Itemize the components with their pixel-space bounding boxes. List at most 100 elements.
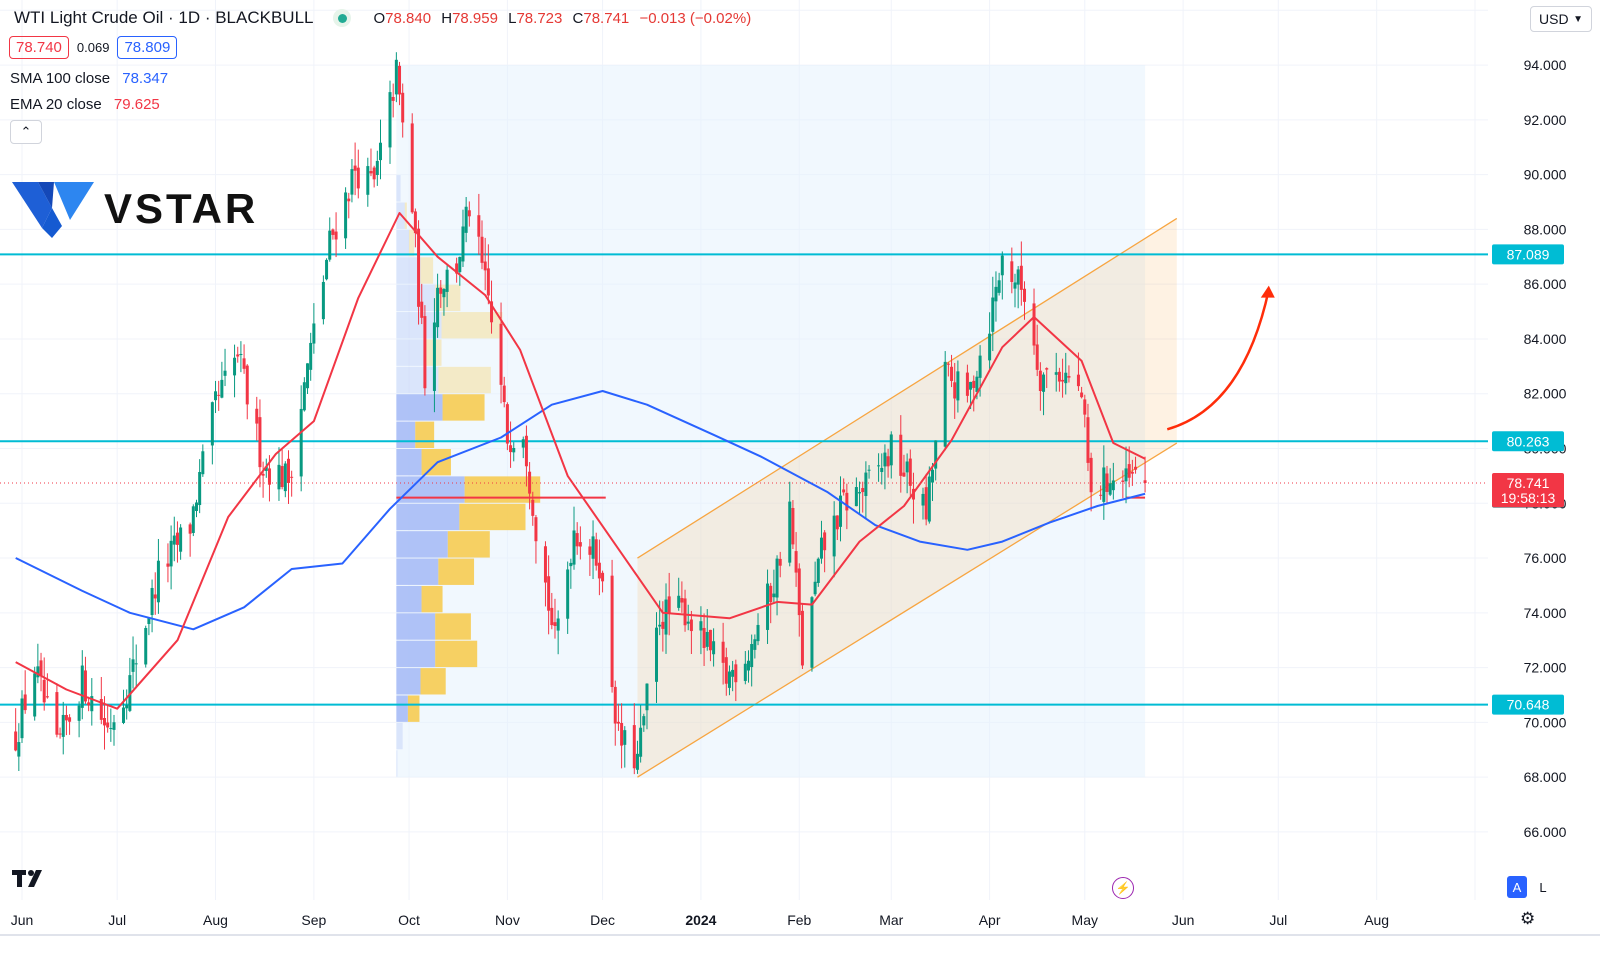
candle-body (813, 581, 817, 595)
candle-body (553, 622, 557, 627)
candle-body (353, 165, 357, 171)
tradingview-logo[interactable] (12, 868, 46, 894)
candle-body (1127, 464, 1131, 478)
vstar-logo-text: VSTAR (104, 185, 259, 232)
candle-body (217, 394, 221, 396)
candle-body (366, 166, 370, 195)
volume-profile-bar-up (396, 476, 465, 503)
candle-body (1130, 471, 1134, 474)
candle-body (210, 402, 214, 446)
candle-body (455, 263, 459, 274)
candle-body (436, 287, 440, 328)
candle-body (1076, 374, 1080, 387)
level-price-tag: 87.089 (1507, 246, 1550, 262)
volume-profile-bar-up (396, 394, 443, 421)
candle-body (731, 669, 735, 677)
candle-body (64, 714, 68, 721)
sma-value: 78.347 (122, 70, 169, 87)
candle-body (201, 451, 205, 475)
candle-body (490, 301, 494, 323)
candle-body (616, 721, 620, 724)
log-scale-button[interactable]: L (1539, 879, 1547, 895)
candle-body (845, 492, 849, 511)
lightning-icon[interactable]: ⚡ (1112, 877, 1134, 899)
candle-body (880, 467, 884, 473)
buy-price-button[interactable]: 78.809 (117, 36, 178, 59)
candle-body (623, 730, 627, 745)
close-value: 78.741 (583, 9, 630, 27)
time-tick-label: Dec (590, 912, 615, 928)
candle-body (486, 268, 490, 296)
sell-price-button[interactable]: 78.740 (9, 36, 69, 59)
candle-body (1032, 303, 1036, 346)
candle-body (588, 546, 592, 555)
auto-scale-button[interactable]: A (1507, 876, 1527, 898)
candle-body (398, 65, 402, 95)
channel-upper-line (637, 217, 1178, 559)
candle-body (413, 211, 417, 234)
level-price-tag: 70.648 (1507, 697, 1550, 713)
candle-body (1000, 255, 1004, 276)
candle-body (134, 663, 138, 665)
volume-profile-bar-up (396, 531, 448, 558)
candle-body (854, 487, 858, 507)
volume-profile-bar-down (435, 613, 471, 640)
candle-body (68, 717, 72, 722)
candle-body (642, 716, 646, 726)
candle-body (255, 408, 259, 424)
settings-gear-icon[interactable]: ⚙ (1520, 909, 1536, 928)
candle-body (1064, 372, 1068, 384)
candle-body (328, 230, 332, 260)
indicator-ema[interactable]: EMA 20 close 79.625 (10, 96, 160, 113)
volume-profile-bar-up (396, 558, 439, 585)
ema-value: 79.625 (113, 96, 160, 113)
time-tick-label: Nov (495, 912, 520, 928)
close-label: C (572, 9, 584, 27)
candle-body (401, 92, 405, 123)
price-axis: 66.00068.00070.00072.00074.00076.00078.0… (1488, 0, 1600, 900)
candle-body (965, 372, 969, 396)
volume-profile-bar-up (396, 339, 424, 366)
price-tick-label: 68.000 (1524, 769, 1567, 785)
candle-body (591, 536, 595, 559)
volume-profile-bar-up (396, 449, 422, 476)
price-tick-label: 66.000 (1524, 824, 1567, 840)
price-tick-label: 82.000 (1524, 386, 1567, 402)
candle-body (972, 380, 976, 388)
candle-body (899, 434, 903, 476)
candle-body (1099, 494, 1103, 496)
candle-body (1080, 392, 1084, 398)
market-status-icon[interactable] (333, 9, 352, 27)
candle-body (280, 466, 284, 488)
candle-body (499, 323, 503, 385)
candle-body (927, 476, 931, 522)
ema-20-line (15, 212, 1146, 710)
price-tick-label: 86.000 (1524, 276, 1567, 292)
candle-body (858, 492, 862, 494)
candle-body (877, 465, 881, 467)
candle-body (467, 210, 471, 217)
collapse-legend-button[interactable]: ⌃ (10, 120, 42, 144)
candle-body (325, 259, 329, 280)
volume-profile-bar-down (459, 503, 526, 531)
current-price-tag-bg (1492, 472, 1564, 507)
candle-body (239, 353, 243, 355)
candle-body (839, 495, 843, 527)
indicator-sma[interactable]: SMA 100 close 78.347 (10, 70, 168, 87)
candle-body (534, 517, 538, 542)
candle-body (156, 560, 160, 603)
candle-body (1102, 467, 1106, 502)
candle-body (512, 448, 516, 453)
candle-body (1086, 417, 1090, 463)
candle-body (658, 624, 662, 627)
candle-body (883, 452, 887, 467)
volume-profile-bar-up (396, 366, 439, 394)
volume-profile-bar-up (396, 722, 403, 750)
candle-body (334, 231, 338, 240)
candle-body (800, 610, 804, 666)
candle-body (597, 562, 601, 579)
symbol-title[interactable]: WTI Light Crude Oil · 1D · BLACKBULL (14, 8, 314, 27)
time-tick-label: Oct (398, 912, 420, 928)
currency-select[interactable]: USD ▼ (1530, 6, 1592, 32)
